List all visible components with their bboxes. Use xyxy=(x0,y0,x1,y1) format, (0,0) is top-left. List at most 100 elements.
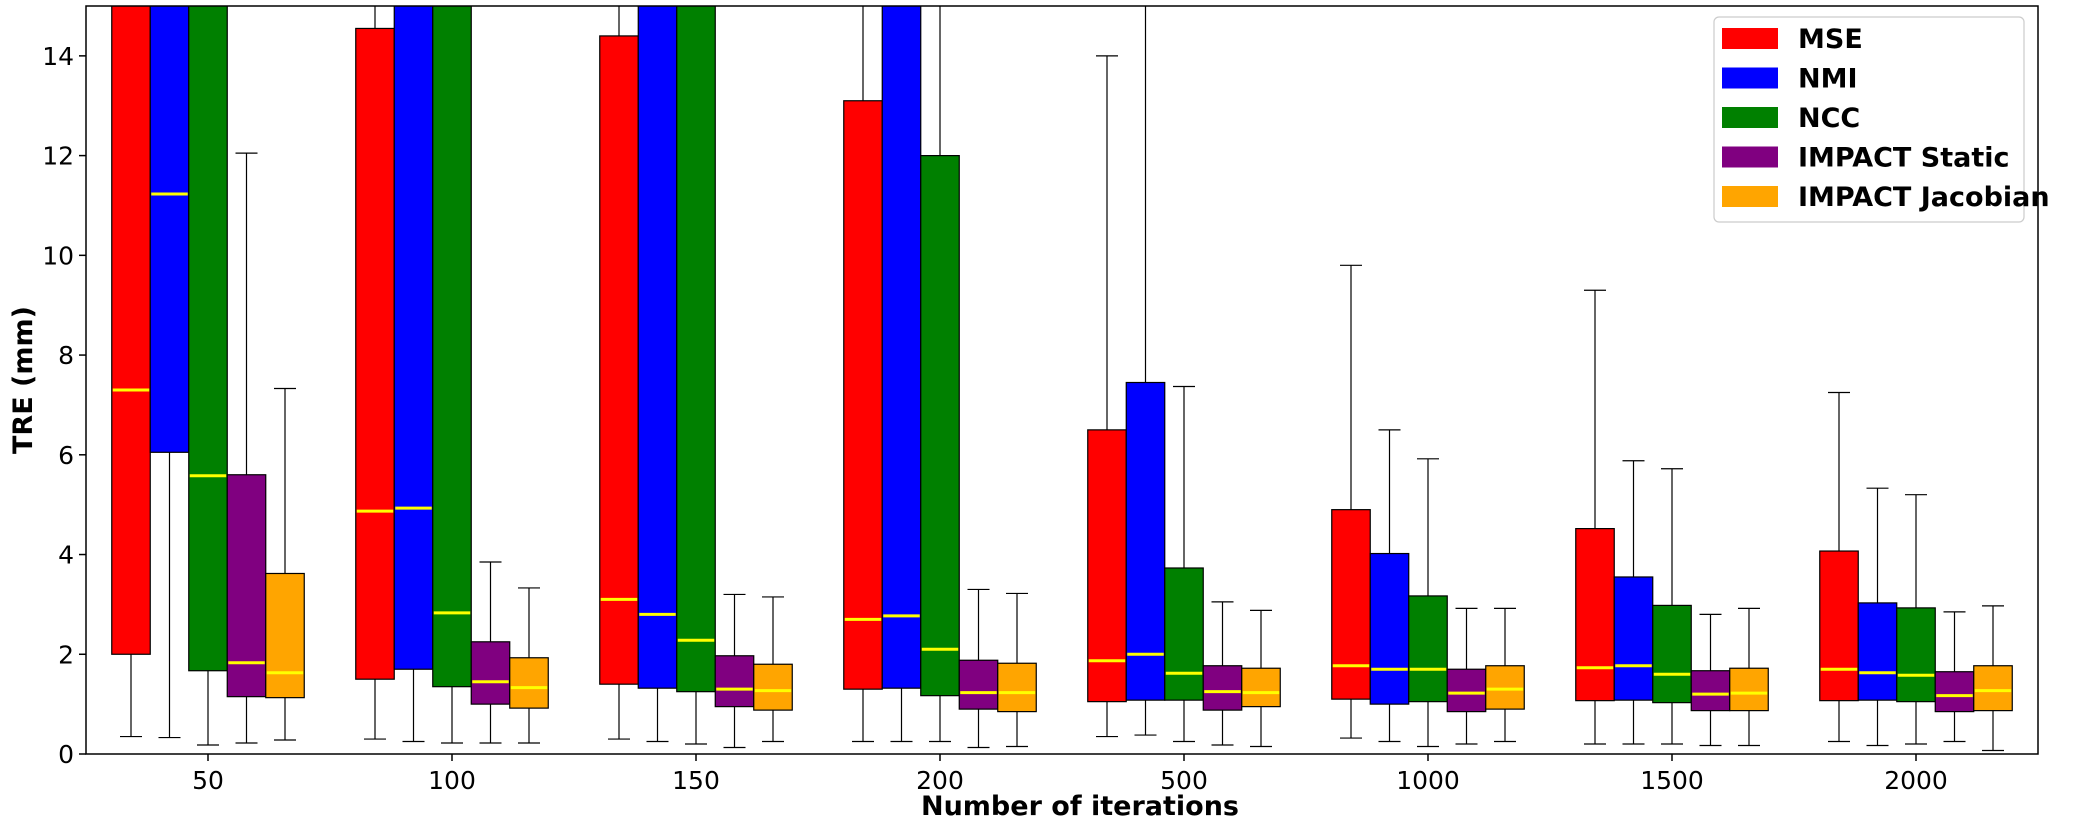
box-100 xyxy=(393,6,434,743)
box-100 xyxy=(470,561,511,744)
y-tick-label: 8 xyxy=(58,341,74,370)
box-body xyxy=(111,6,151,655)
box-500 xyxy=(1087,55,1127,738)
box-body xyxy=(1575,528,1615,702)
box-500 xyxy=(1125,6,1166,736)
box-500 xyxy=(1164,385,1204,743)
box-50 xyxy=(149,6,190,739)
box-body xyxy=(149,6,190,453)
box-body xyxy=(1652,604,1692,704)
box-500 xyxy=(1241,609,1281,748)
box-150 xyxy=(676,6,716,745)
x-tick-label: 2000 xyxy=(1884,766,1948,795)
y-tick-label: 6 xyxy=(58,441,74,470)
box-200 xyxy=(881,6,922,743)
box-body xyxy=(881,6,922,689)
box-200 xyxy=(958,588,999,749)
box-body xyxy=(432,6,472,688)
legend-swatch xyxy=(1722,107,1778,128)
x-tick-label: 1000 xyxy=(1396,766,1460,795)
box-body xyxy=(1857,602,1898,701)
box-body xyxy=(958,659,999,710)
legend-swatch xyxy=(1722,67,1778,89)
box-body xyxy=(509,657,549,709)
x-tick-label: 100 xyxy=(428,766,476,795)
legend-label: MSE xyxy=(1798,24,1863,55)
box-2000 xyxy=(1973,605,2013,752)
box-body xyxy=(997,662,1037,713)
y-tick-label: 14 xyxy=(42,42,74,71)
legend-swatch xyxy=(1722,28,1778,49)
box-body xyxy=(265,572,305,699)
box-150 xyxy=(714,593,755,749)
x-tick-label: 500 xyxy=(1160,766,1208,795)
y-axis: 0 2 4 6 8 10 12 14 xyxy=(42,42,86,769)
box-1500 xyxy=(1729,607,1769,747)
x-axis-title: Number of iterations xyxy=(921,791,1239,822)
series-impact-jacobian xyxy=(265,387,2013,752)
box-body xyxy=(1973,665,2013,712)
y-tick-label: 10 xyxy=(42,241,74,270)
legend-label: NMI xyxy=(1798,64,1858,95)
box-1500 xyxy=(1652,468,1692,745)
legend-frame xyxy=(1713,16,2025,223)
y-tick-label: 2 xyxy=(58,640,74,669)
box-body xyxy=(1408,595,1448,703)
box-body xyxy=(1485,665,1525,710)
legend-swatch xyxy=(1722,146,1778,168)
box-1000 xyxy=(1446,607,1487,745)
x-tick-label: 200 xyxy=(916,766,964,795)
box-body xyxy=(1896,607,1936,703)
box-body xyxy=(470,641,511,705)
box-100 xyxy=(509,587,549,744)
box-500 xyxy=(1202,601,1243,746)
legend-swatch xyxy=(1722,186,1778,207)
box-1000 xyxy=(1408,458,1448,748)
box-body xyxy=(1446,668,1487,713)
box-body xyxy=(714,655,755,708)
box-body xyxy=(637,6,678,689)
box-150 xyxy=(637,6,678,743)
box-body xyxy=(1934,671,1975,713)
box-150 xyxy=(753,596,793,743)
x-tick-label: 150 xyxy=(672,766,720,795)
box-body xyxy=(599,35,639,685)
box-1000 xyxy=(1369,429,1410,743)
x-tick-label: 50 xyxy=(192,766,224,795)
box-body xyxy=(1613,576,1654,701)
x-axis: 50 100 150 200 500 1000 1500 2000 xyxy=(192,754,1948,795)
y-tick-label: 4 xyxy=(58,541,74,570)
box-1500 xyxy=(1575,289,1615,745)
plot-frame xyxy=(85,5,2039,755)
box-body xyxy=(1202,665,1243,711)
plot-area xyxy=(111,6,2013,752)
legend-label: IMPACT Static xyxy=(1798,143,2010,174)
series-impact-static xyxy=(226,152,1975,749)
box-body xyxy=(1690,670,1731,712)
legend-label: NCC xyxy=(1798,103,1860,134)
box-200 xyxy=(997,592,1037,748)
box-50 xyxy=(226,152,267,744)
x-tick-label: 1500 xyxy=(1640,766,1704,795)
y-tick-label: 12 xyxy=(42,142,74,171)
box-50 xyxy=(188,6,228,746)
legend: MSE NMI NCC IMPACT Static IMPACT Jacobian xyxy=(1713,16,2050,223)
box-body xyxy=(1164,567,1204,701)
box-body xyxy=(753,663,793,711)
box-body xyxy=(1369,552,1410,705)
box-2000 xyxy=(1896,494,1936,745)
box-body xyxy=(393,6,434,670)
box-body xyxy=(1819,550,1859,702)
box-50 xyxy=(111,6,151,738)
box-body xyxy=(226,474,267,698)
box-100 xyxy=(355,6,395,740)
legend-label: IMPACT Jacobian xyxy=(1798,182,2050,213)
y-axis-title: TRE (mm) xyxy=(8,306,39,454)
box-body xyxy=(188,6,228,672)
series-nmi xyxy=(149,6,1898,747)
box-body xyxy=(676,6,716,693)
box-200 xyxy=(843,6,883,743)
box-50 xyxy=(265,387,305,741)
box-200 xyxy=(920,6,960,743)
